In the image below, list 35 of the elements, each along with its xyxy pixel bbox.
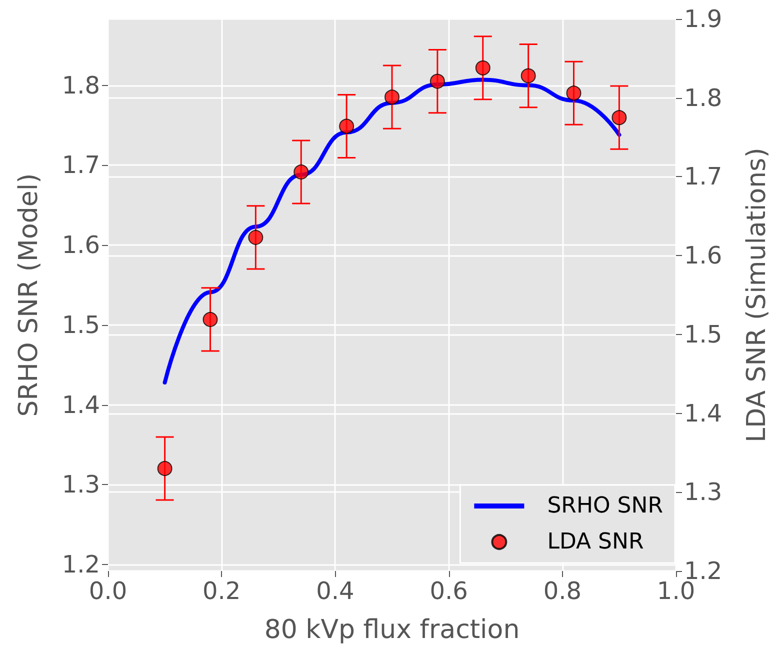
x-tick-label: 0.4 (316, 577, 354, 605)
y2-tick-label: 1.4 (684, 399, 722, 428)
y-tick-label: 1.2 (62, 550, 100, 579)
y-axis-title: SRHO SNR (Model) (14, 173, 44, 417)
legend-label: SRHO SNR (547, 494, 663, 518)
x-axis-title: 80 kVp flux fraction (264, 615, 520, 645)
y-tick-label: 1.5 (62, 310, 100, 339)
point (202, 312, 218, 327)
y-tick-label: 1.4 (62, 390, 100, 419)
point (157, 460, 172, 476)
point (384, 90, 400, 105)
point (520, 68, 536, 84)
y-tick-label: 1.8 (62, 71, 100, 100)
y2-tick-label: 1.8 (684, 84, 722, 112)
point (475, 60, 490, 76)
point (294, 164, 309, 180)
point (430, 74, 445, 89)
point (566, 86, 582, 101)
y2-tick-label: 1.5 (684, 320, 722, 348)
y-tick-label: 1.3 (62, 470, 100, 499)
y2-tick-label: 1.3 (684, 478, 722, 506)
y2-axis-title: LDA SNR (Simulations) (742, 148, 772, 442)
point (339, 118, 354, 134)
y2-tick-label: 1.7 (684, 162, 722, 191)
x-tick-label: 0.8 (543, 577, 582, 605)
legend-label: LDA SNR (547, 530, 644, 554)
point (248, 230, 264, 245)
x-tick-label: 0.0 (88, 577, 128, 605)
y2-tick-label: 1.9 (684, 5, 722, 33)
point (612, 110, 627, 126)
y-tick-label: 1.6 (62, 231, 100, 260)
x-tick-label: 0.2 (202, 577, 241, 605)
y-tick-label: 1.7 (62, 151, 100, 180)
y2-tick-label: 1.6 (684, 242, 722, 270)
x-tick-label: 0.6 (430, 577, 468, 605)
